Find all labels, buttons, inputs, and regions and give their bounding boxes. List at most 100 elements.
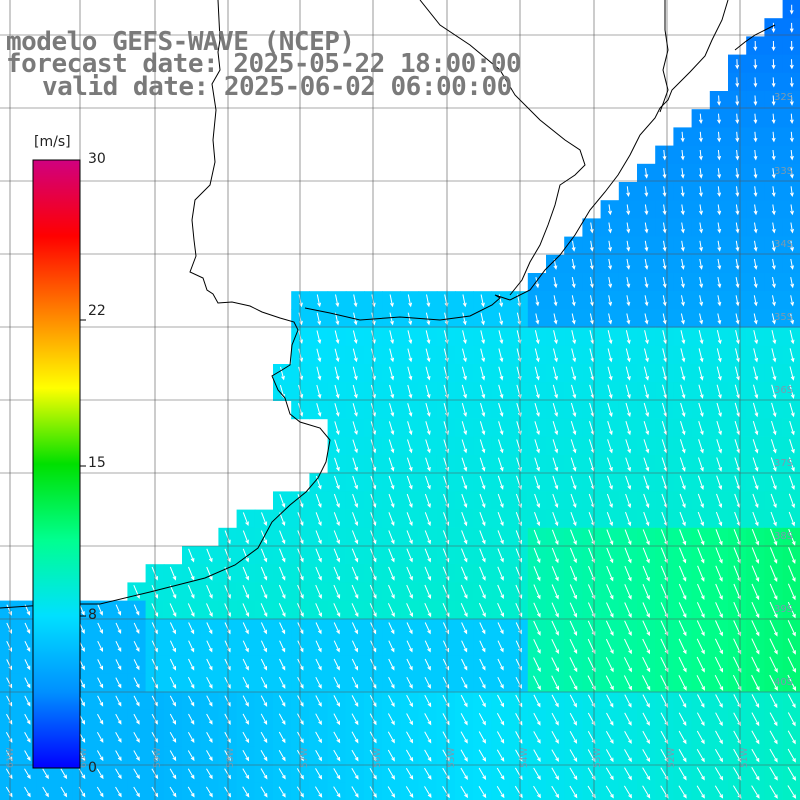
wind-arrow [551,731,559,744]
wind-arrow [771,420,777,436]
wind-arrow [188,695,195,707]
wind-arrow [334,403,340,417]
wind-arrow [734,366,740,381]
wind-arrow [680,402,686,418]
wind-arrow [480,330,485,345]
wind-arrow [388,512,395,527]
title-forecast-date: forecast date: 2025-05-22 18:00:00 [6,49,522,79]
wind-arrow [316,294,322,308]
wind-arrow [260,786,268,798]
wind-arrow [753,95,758,106]
wind-arrow [206,622,213,635]
wind-arrow [771,95,776,106]
wind-arrow [389,384,395,399]
wind-arrow [752,439,759,454]
wind-arrow [624,602,632,618]
wind-arrow [680,186,685,198]
wind-arrow [625,475,632,490]
wind-arrow [571,258,576,270]
wind-arrow [644,348,649,363]
wind-arrow [496,767,505,780]
wind-arrow [569,694,577,708]
wind-arrow [533,657,541,673]
wind-arrow [424,548,431,563]
wind-arrow [497,512,504,527]
wind-arrow [715,529,723,546]
wind-arrow [242,676,249,689]
wind-arrow [315,731,322,744]
wind-arrow [608,258,612,270]
wind-arrow [278,713,286,725]
wind-arrow [790,258,794,270]
wind-arrow [625,511,632,527]
wind-arrow [480,384,486,399]
wind-arrow [552,366,558,381]
wind-arrow [643,457,650,472]
wind-arrow [771,313,776,325]
wind-arrow [205,786,213,798]
wind-arrow [788,528,796,546]
wind-arrow [642,656,651,673]
wind-arrow [717,258,722,270]
wind-arrow [535,313,540,325]
wind-arrow [624,694,632,708]
wind-arrow [260,622,267,635]
wind-arrow [315,530,322,545]
wind-arrow [389,348,395,363]
wind-arrow [769,638,778,655]
wind-arrow [678,749,687,763]
wind-arrow [133,695,140,707]
wind-arrow [278,731,286,744]
wind-arrow [734,402,741,418]
wind-arrow [188,548,195,563]
wind-arrow [206,768,213,780]
wind-arrow [24,695,31,707]
wind-arrow [406,676,413,689]
lon-label: 52W [667,748,677,768]
wind-arrow [388,622,395,635]
wind-arrow [515,548,522,563]
lon-label: 55W [447,748,457,768]
wind-arrow [625,402,631,418]
wind-arrow [351,603,359,618]
wind-arrow [534,475,540,490]
wind-arrow [533,785,541,799]
wind-arrow [789,420,795,436]
wind-arrow [462,312,467,326]
wind-arrow [388,439,395,454]
wind-arrow [733,748,742,763]
wind-arrow [607,330,613,345]
wind-arrow [587,620,596,636]
wind-arrow [478,731,486,744]
wind-arrow [789,457,795,472]
wind-arrow [242,658,249,671]
wind-arrow [735,95,740,106]
wind-arrow [424,676,431,689]
wind-arrow [735,295,740,307]
wind-arrow [425,402,431,418]
wind-arrow [133,640,140,652]
wind-arrow [461,640,468,653]
lat-label: 35S [774,312,793,323]
wind-arrow [388,584,395,599]
wind-arrow [534,348,540,363]
wind-arrow [751,583,760,601]
wind-arrow [753,204,758,216]
wind-arrow [716,475,723,490]
wind-arrow [753,40,758,52]
wind-arrow [316,366,322,381]
wind-arrow [206,548,213,563]
wind-arrow [460,731,468,744]
wind-arrow [735,222,740,234]
wind-arrow [717,240,722,252]
colorbar-label-30: 30 [88,151,106,167]
wind-arrow [533,749,541,763]
wind-arrow [279,622,286,635]
wind-arrow [753,168,758,179]
wind-arrow [352,439,358,454]
wind-arrow [534,366,540,381]
wind-arrow [751,674,760,691]
wind-arrow [607,439,613,454]
wind-arrow [735,240,740,252]
